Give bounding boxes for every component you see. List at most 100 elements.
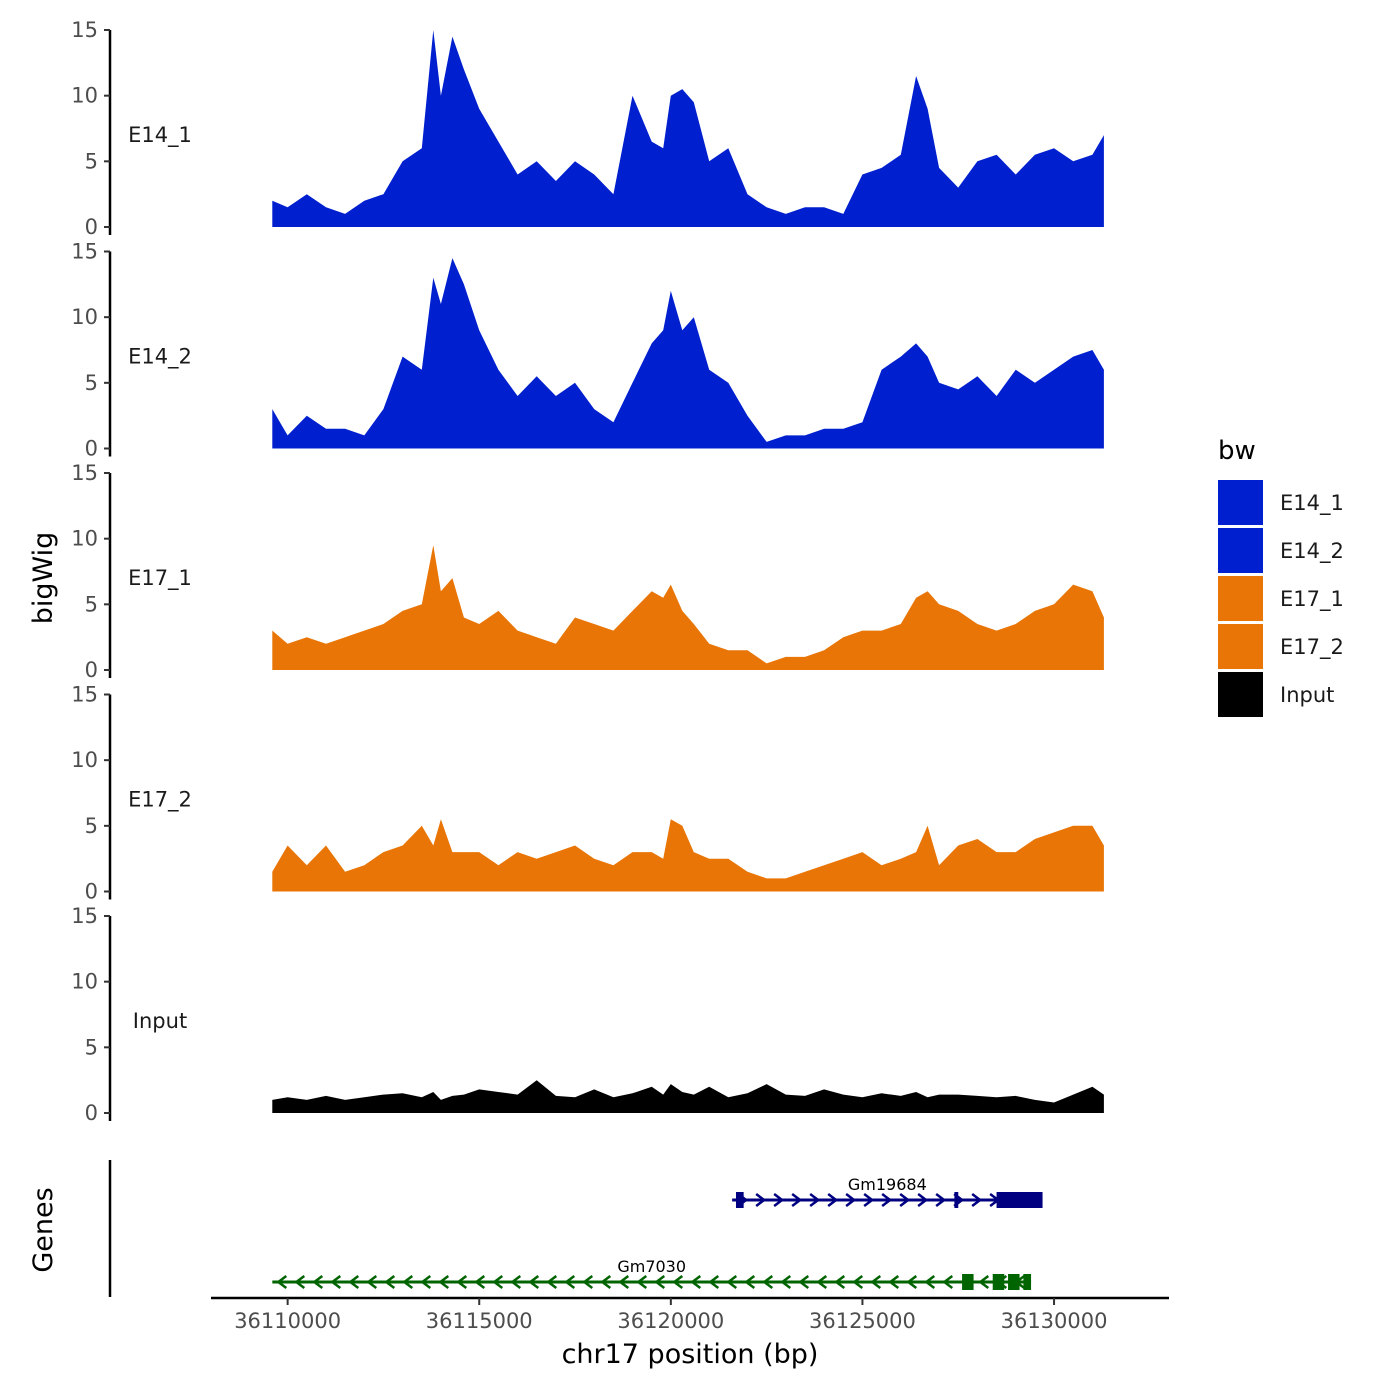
strand-arrow: [510, 1275, 522, 1289]
track-label: Input: [133, 1009, 187, 1033]
x-tick-label: 36120000: [617, 1309, 724, 1333]
strand-arrow: [935, 1193, 947, 1207]
strand-arrow: [845, 1193, 857, 1207]
strand-arrow: [618, 1275, 630, 1289]
y-tick-label: 0: [85, 215, 98, 239]
legend-label-input: Input: [1280, 683, 1334, 707]
strand-arrow: [366, 1275, 378, 1289]
x-tick-label: 36125000: [809, 1309, 916, 1333]
y-tick-label: 0: [85, 658, 98, 682]
y-tick-label: 5: [85, 149, 98, 173]
legend-label-e17_2: E17_2: [1280, 635, 1344, 660]
strand-arrow: [852, 1275, 864, 1289]
strand-arrow: [798, 1275, 810, 1289]
strand-arrow: [564, 1275, 576, 1289]
track-e14_1: 0 5 10 15 E14_1: [71, 18, 1104, 239]
coverage-area-e17_2: [272, 819, 1104, 892]
y-tick-label: 10: [71, 970, 98, 994]
y-tick-label: 10: [71, 527, 98, 551]
exon: [1023, 1274, 1032, 1290]
strand-arrow: [809, 1193, 821, 1207]
legend: bw E14_1 E14_2 E17_1 E17_2 Input: [1218, 436, 1344, 717]
y-tick-label: 15: [71, 240, 98, 264]
coverage-area-e14_1: [272, 30, 1104, 227]
gene-gm19684: Gm19684: [732, 1175, 1043, 1208]
strand-arrow: [708, 1275, 720, 1289]
y-tick-label: 10: [71, 84, 98, 108]
strand-arrow: [834, 1275, 846, 1289]
strand-arrow: [899, 1193, 911, 1207]
strand-arrow: [528, 1275, 540, 1289]
strand-arrow: [744, 1275, 756, 1289]
strand-arrow: [582, 1275, 594, 1289]
y-tick-label: 0: [85, 437, 98, 461]
track-e14_2: 0 5 10 15 E14_2: [71, 240, 1104, 461]
strand-arrow: [348, 1275, 360, 1289]
y-tick-label: 0: [85, 880, 98, 904]
strand-arrow: [780, 1275, 792, 1289]
exon: [996, 1192, 1043, 1208]
strand-arrow: [888, 1275, 900, 1289]
strand-arrow: [881, 1193, 893, 1207]
strand-arrow: [755, 1193, 767, 1207]
y-tick-label: 5: [85, 592, 98, 616]
x-tick-label: 36130000: [1001, 1309, 1108, 1333]
y-tick-label: 10: [71, 305, 98, 329]
track-label: E17_2: [128, 788, 192, 813]
strand-arrow: [636, 1275, 648, 1289]
strand-arrow: [312, 1275, 324, 1289]
strand-arrow: [294, 1275, 306, 1289]
strand-arrow: [816, 1275, 828, 1289]
strand-arrow: [384, 1275, 396, 1289]
legend-label-e14_1: E14_1: [1280, 491, 1344, 516]
strand-arrow: [690, 1275, 702, 1289]
legend-swatch-e17_1: [1218, 576, 1263, 621]
x-axis-title: chr17 position (bp): [562, 1339, 819, 1370]
strand-arrow: [330, 1275, 342, 1289]
strand-arrow: [971, 1193, 983, 1207]
strand-arrow: [827, 1193, 839, 1207]
y-tick-label: 5: [85, 1035, 98, 1059]
track-e17_2: 0 5 10 15 E17_2: [71, 683, 1104, 904]
strand-arrow: [276, 1275, 288, 1289]
strand-arrow: [978, 1275, 990, 1289]
strand-arrow: [420, 1275, 432, 1289]
strand-arrow: [672, 1275, 684, 1289]
legend-swatch-e14_1: [1218, 480, 1263, 525]
y-tick-label: 15: [71, 461, 98, 485]
strand-arrow: [870, 1275, 882, 1289]
exon: [1008, 1274, 1020, 1290]
bigwig-tracks: 0 5 10 15 E14_1 0 5 10 15 E14_2 0 5 10 15 E17_1 0 5 10 15 E…: [71, 18, 1104, 1125]
strand-arrow: [917, 1193, 929, 1207]
y-tick-label: 15: [71, 904, 98, 928]
coverage-area-e17_1: [272, 545, 1104, 670]
strand-arrow: [791, 1193, 803, 1207]
gene-track: Gm19684 Gm7030: [108, 1160, 1043, 1297]
y-tick-label: 15: [71, 683, 98, 707]
exon: [954, 1192, 959, 1208]
exon: [962, 1274, 974, 1290]
strand-arrow: [863, 1193, 875, 1207]
x-tick-label: 36115000: [426, 1309, 533, 1333]
y-tick-label: 15: [71, 18, 98, 42]
coverage-area-input: [272, 1080, 1104, 1113]
coverage-area-e14_2: [272, 258, 1104, 449]
strand-arrow: [402, 1275, 414, 1289]
strand-arrow: [924, 1275, 936, 1289]
strand-arrow: [773, 1193, 785, 1207]
strand-arrow: [762, 1275, 774, 1289]
strand-arrow: [654, 1275, 666, 1289]
exon: [735, 1192, 744, 1208]
y-axis-title-bigwig: bigWig: [28, 532, 59, 625]
strand-arrow: [942, 1275, 954, 1289]
y-tick-label: 5: [85, 814, 98, 838]
exon: [992, 1274, 1005, 1290]
legend-swatch-e14_2: [1218, 528, 1263, 573]
strand-arrow: [906, 1275, 918, 1289]
y-tick-label: 0: [85, 1101, 98, 1125]
x-tick-label: 36110000: [234, 1309, 341, 1333]
legend-swatch-input: [1218, 672, 1263, 717]
track-input: 0 5 10 15 Input: [71, 904, 1104, 1125]
legend-title: bw: [1218, 436, 1256, 466]
